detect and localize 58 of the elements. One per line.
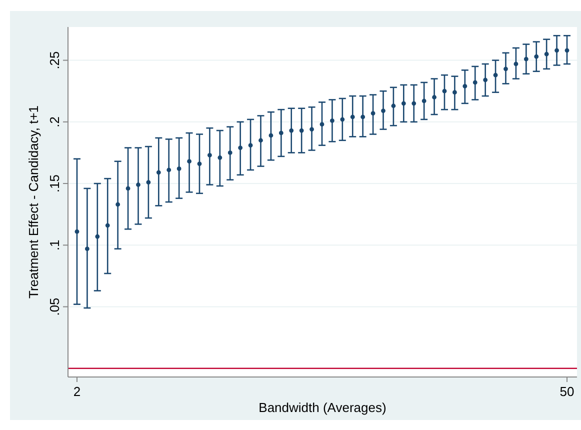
y-tick-label: .25 xyxy=(47,51,62,70)
point xyxy=(248,143,253,148)
point xyxy=(472,80,478,85)
point xyxy=(504,66,508,72)
point xyxy=(493,72,498,78)
point xyxy=(74,229,80,234)
point xyxy=(360,114,366,120)
point xyxy=(187,159,192,164)
point xyxy=(218,155,222,160)
point xyxy=(136,182,140,187)
x-tick-label: 50 xyxy=(560,384,574,399)
point xyxy=(268,133,274,138)
y-tick-label: .1 xyxy=(47,240,62,251)
point xyxy=(412,101,416,106)
point xyxy=(391,104,396,108)
point xyxy=(340,117,345,122)
y-tick-label: .2 xyxy=(47,116,62,128)
point xyxy=(483,78,488,82)
point xyxy=(228,150,232,155)
point xyxy=(564,48,570,53)
point xyxy=(116,202,120,207)
point xyxy=(330,118,334,123)
point xyxy=(278,130,284,136)
point xyxy=(299,128,304,133)
point xyxy=(289,128,294,133)
y-axis-title: Treatment Effect - Candidacy, t+1 xyxy=(26,105,41,299)
point xyxy=(462,84,468,88)
point xyxy=(452,90,457,95)
point xyxy=(166,168,172,172)
point xyxy=(320,122,324,127)
x-tick-label: 2 xyxy=(73,384,81,399)
point xyxy=(401,101,406,106)
point xyxy=(350,114,355,120)
point xyxy=(84,246,90,252)
point xyxy=(156,170,161,175)
point xyxy=(146,180,151,184)
point xyxy=(381,108,386,114)
y-tick-label: .05 xyxy=(47,298,62,316)
point xyxy=(554,48,559,53)
point xyxy=(105,223,110,228)
point xyxy=(258,138,263,143)
point xyxy=(544,52,549,56)
x-axis-title: Bandwidth (Averages) xyxy=(258,400,386,415)
point xyxy=(370,111,376,116)
point xyxy=(197,162,202,166)
point xyxy=(176,166,182,171)
point xyxy=(207,152,212,158)
point xyxy=(442,88,447,94)
point xyxy=(126,186,130,191)
point xyxy=(238,146,243,150)
point xyxy=(514,62,518,66)
point xyxy=(524,56,528,62)
point xyxy=(310,127,314,132)
point xyxy=(422,98,426,104)
point xyxy=(432,95,436,100)
point xyxy=(95,234,100,239)
y-tick-label: .15 xyxy=(47,174,62,193)
point xyxy=(534,54,539,59)
